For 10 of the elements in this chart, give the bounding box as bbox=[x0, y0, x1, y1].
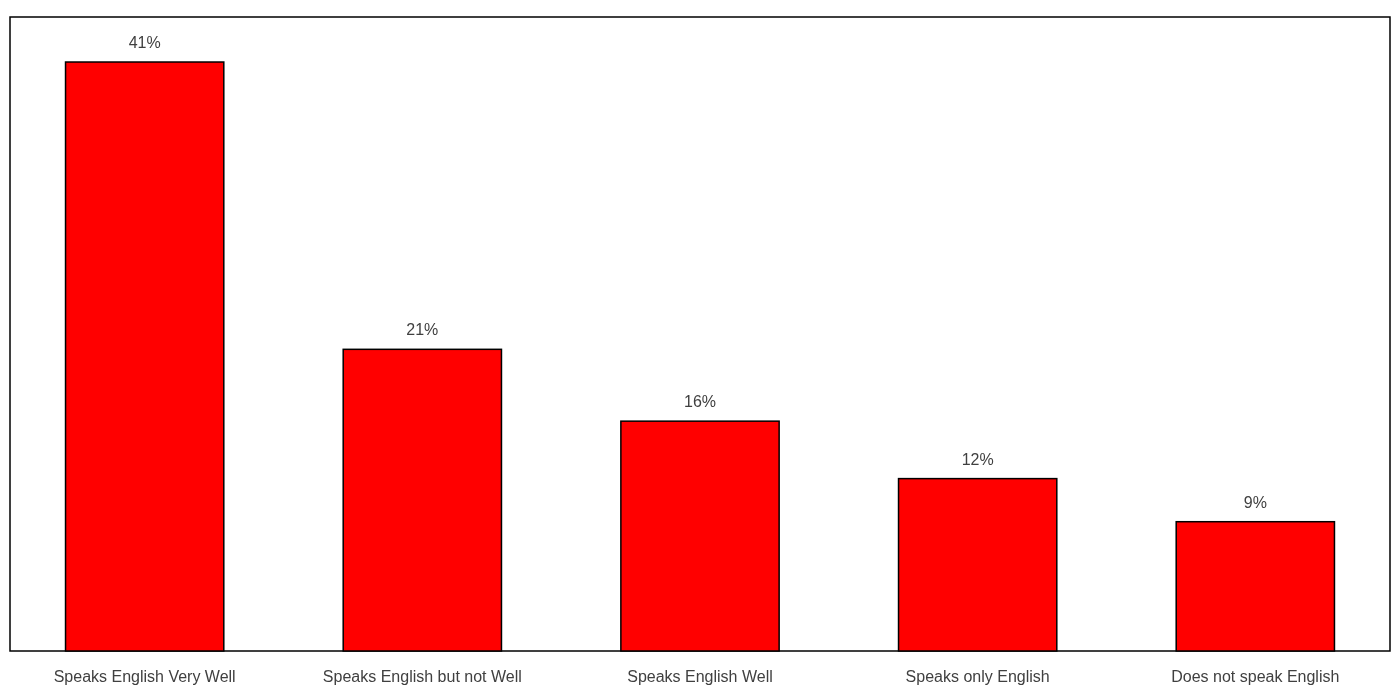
x-tick-label: Speaks English Well bbox=[627, 668, 773, 685]
x-tick-label: Speaks only English bbox=[905, 668, 1050, 685]
data-label: 9% bbox=[1243, 493, 1267, 511]
data-label: 41% bbox=[128, 34, 161, 52]
x-tick-label: Speaks English Very Well bbox=[53, 668, 236, 685]
x-tick-label: Speaks English but not Well bbox=[322, 668, 522, 685]
data-label: 16% bbox=[683, 393, 717, 411]
x-tick-label: Does not speak English bbox=[1171, 668, 1340, 685]
data-label: 21% bbox=[406, 321, 439, 339]
data-label: 12% bbox=[961, 450, 994, 468]
